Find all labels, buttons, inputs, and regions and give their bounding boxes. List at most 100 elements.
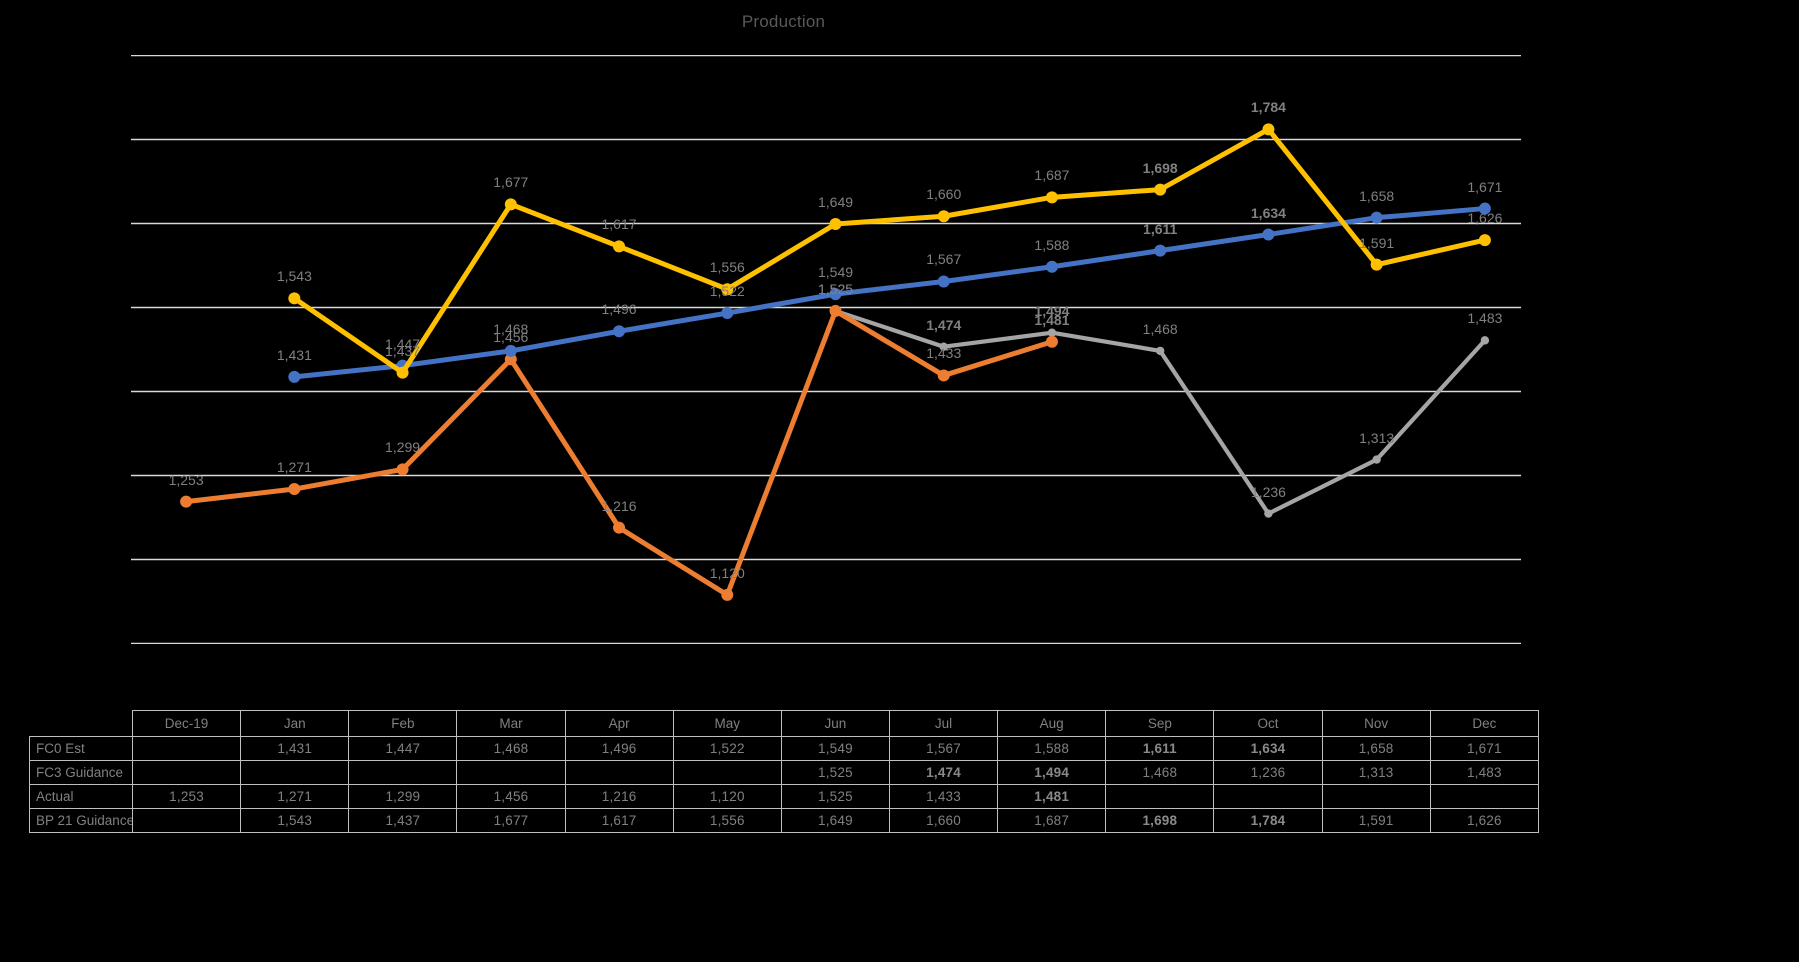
table-cell: 1,447	[348, 736, 458, 761]
table-col-header-mar: Mar	[456, 710, 566, 737]
series-marker	[288, 370, 301, 383]
series-marker	[1262, 123, 1275, 136]
table-cell: 1,556	[672, 808, 782, 833]
table-col-header-oct: Oct	[1213, 710, 1323, 737]
series-marker	[613, 240, 626, 253]
plot-svg	[131, 55, 1521, 644]
table-corner-cell	[29, 710, 133, 737]
table-row: BP 21 Guidance 1,543 1,437 1,677 1,617 1,556 1…	[29, 808, 1540, 833]
series-marker	[1370, 258, 1383, 271]
series-marker	[1045, 335, 1058, 348]
table-cell: 1,456	[456, 784, 566, 809]
table-col-header-jan: Jan	[240, 710, 350, 737]
table-col-header-apr: Apr	[564, 710, 674, 737]
series-marker	[937, 210, 950, 223]
table-cell: 1,567	[888, 736, 999, 761]
series-marker	[613, 521, 626, 534]
series-marker	[937, 369, 950, 382]
series-marker	[1478, 202, 1491, 215]
table-cell: 1,660	[888, 808, 999, 833]
table-cell	[348, 760, 458, 785]
table-cell: 1,543	[240, 808, 350, 833]
series-marker	[1155, 346, 1165, 356]
series-marker	[1480, 336, 1490, 345]
table-cell: 1,494	[997, 760, 1107, 785]
table-cell: 1,299	[348, 784, 458, 809]
table-cell: 1,474	[888, 760, 999, 785]
series-marker	[829, 304, 842, 317]
table-cell	[672, 760, 782, 785]
table-cell	[456, 760, 566, 785]
table-cell: 1,313	[1321, 760, 1431, 785]
table-col-header-jun: Jun	[780, 710, 890, 737]
table-cell: 1,677	[456, 808, 566, 833]
series-marker	[721, 588, 734, 601]
series-marker	[504, 344, 517, 357]
table-cell: 1,634	[1213, 736, 1323, 761]
table-cell	[564, 760, 674, 785]
table-col-header-jul: Jul	[888, 710, 999, 737]
table-cell: 1,658	[1321, 736, 1431, 761]
table-cell: 1,433	[888, 784, 999, 809]
table-cell	[131, 808, 242, 833]
table-cell: 1,437	[348, 808, 458, 833]
series-marker	[1370, 211, 1383, 224]
table-col-header-may: May	[672, 710, 782, 737]
table-cell: 1,649	[780, 808, 890, 833]
table-cell: 1,522	[672, 736, 782, 761]
series-marker	[180, 495, 193, 508]
table-cell: 1,687	[997, 808, 1107, 833]
series-marker	[721, 307, 734, 320]
series-marker	[504, 198, 517, 211]
table-row-header: FC0 Est	[29, 736, 133, 761]
table-cell: 1,483	[1429, 760, 1540, 785]
table-cell: 1,468	[1105, 760, 1215, 785]
table-cell: 1,271	[240, 784, 350, 809]
table-cell: 1,468	[456, 736, 566, 761]
series-marker	[396, 463, 409, 476]
series-marker	[829, 217, 842, 230]
table-cell	[1213, 784, 1323, 809]
table-cell: 1,591	[1321, 808, 1431, 833]
data-table-wrap: Dec-19 Jan Feb Mar Apr May Jun Jul Aug Sep Oct Nov D…	[29, 710, 1540, 833]
table-cell: 1,626	[1429, 808, 1540, 833]
series-marker	[1045, 260, 1058, 273]
table-cell	[1429, 784, 1540, 809]
table-row-header: FC3 Guidance	[29, 760, 133, 785]
table-col-header-feb: Feb	[348, 710, 458, 737]
table-row-header: Actual	[29, 784, 133, 809]
table-col-header-dec-19: Dec-19	[131, 710, 242, 737]
table-cell: 1,120	[672, 784, 782, 809]
data-table: Dec-19 Jan Feb Mar Apr May Jun Jul Aug Sep Oct Nov D…	[29, 710, 1540, 833]
series-marker	[1264, 509, 1273, 518]
series-marker	[613, 325, 626, 338]
table-body: FC0 Est 1,431 1,447 1,468 1,496 1,522 1,549 1,5…	[29, 736, 1540, 833]
table-cell: 1,496	[564, 736, 674, 761]
series-marker	[1154, 244, 1167, 257]
table-cell: 1,431	[240, 736, 350, 761]
table-header-row: Dec-19 Jan Feb Mar Apr May Jun Jul Aug Sep Oct Nov D…	[29, 710, 1540, 737]
table-cell: 1,784	[1213, 808, 1323, 833]
table-cell	[240, 760, 350, 785]
table-cell: 1,525	[780, 784, 890, 809]
table-col-header-dec: Dec	[1429, 710, 1540, 737]
table-row: Actual 1,253 1,271 1,299 1,456 1,216 1,120 1,52…	[29, 784, 1540, 809]
table-cell	[131, 736, 242, 761]
table-cell	[1321, 784, 1431, 809]
series-marker	[1372, 455, 1381, 464]
table-cell: 1,216	[564, 784, 674, 809]
table-cell	[131, 760, 242, 785]
series-marker	[939, 342, 948, 351]
series-marker	[937, 275, 950, 288]
table-cell: 1,549	[780, 736, 890, 761]
plot-area	[131, 55, 1521, 644]
table-cell: 1,671	[1429, 736, 1540, 761]
table-cell: 1,588	[997, 736, 1107, 761]
table-cell: 1,253	[131, 784, 242, 809]
table-row: FC3 Guidance 1,525 1,474 1,494 1,468 1,236 1,3…	[29, 760, 1540, 785]
series-marker	[1047, 328, 1057, 337]
table-cell: 1,481	[997, 784, 1107, 809]
table-col-header-aug: Aug	[997, 710, 1107, 737]
series-marker	[288, 292, 301, 305]
table-col-header-nov: Nov	[1321, 710, 1431, 737]
